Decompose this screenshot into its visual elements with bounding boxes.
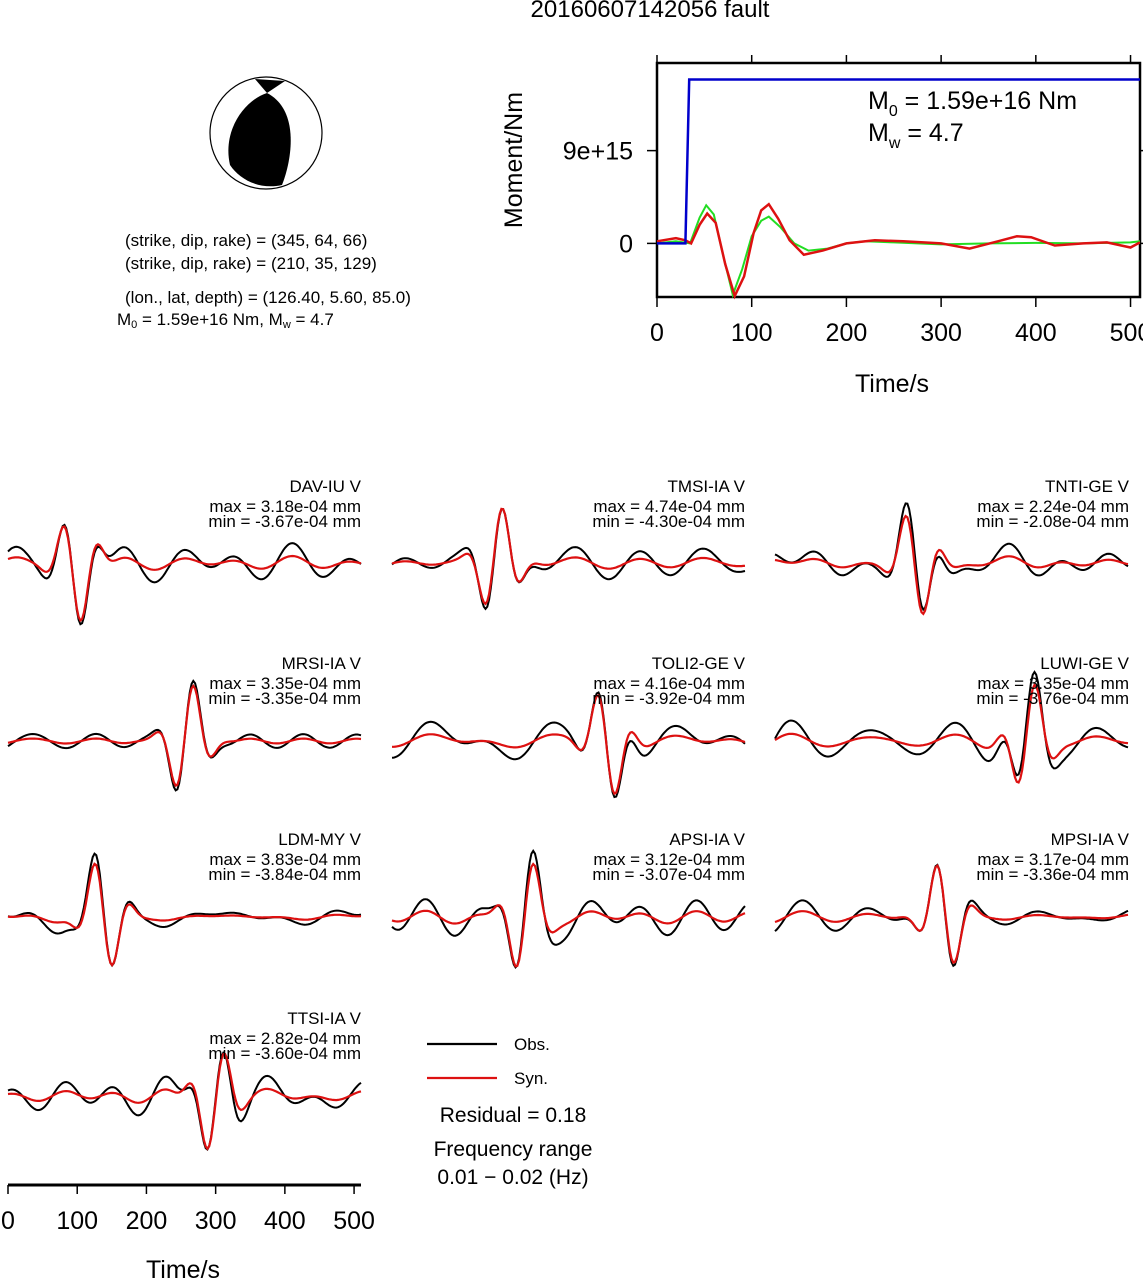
station-min: min = -2.08e-04 mm bbox=[976, 512, 1129, 531]
legend-obs-label: Obs. bbox=[514, 1035, 550, 1054]
moment-ytick-label: 0 bbox=[619, 230, 633, 258]
moment-mw-annotation: Mw = 4.7 bbox=[868, 119, 964, 152]
moment-xtick-label: 0 bbox=[650, 319, 664, 347]
cumulative-moment-line bbox=[657, 78, 1140, 245]
station-max: max = 3.35e-04 mm bbox=[977, 674, 1129, 693]
moment-panel: 01002003004005009e+150 Moment/Nm Time/s … bbox=[500, 55, 1143, 398]
station-max: max = 2.82e-04 mm bbox=[209, 1029, 361, 1048]
waveform-traces bbox=[7, 502, 1129, 1152]
waveform-time-axis: 0 100 200 300 400 500 bbox=[1, 1183, 375, 1235]
station-min: min = -3.36e-04 mm bbox=[976, 865, 1129, 884]
figure-title: 20160607142056 fault bbox=[530, 0, 770, 23]
observed-trace bbox=[7, 1051, 362, 1152]
waveform-xtick-label: 300 bbox=[195, 1207, 237, 1235]
station-name: TNTI-GE V bbox=[1044, 477, 1129, 496]
station-name: LDM-MY V bbox=[278, 830, 361, 849]
station-min: min = -3.76e-04 mm bbox=[976, 689, 1129, 708]
source-moment: M0 = 1.59e+16 Nm, Mw = 4.7 bbox=[117, 310, 334, 331]
beachball-icon bbox=[209, 76, 323, 190]
moment-xtick-label: 500 bbox=[1110, 319, 1143, 347]
moment-m0-annotation: M0 = 1.59e+16 Nm bbox=[868, 87, 1077, 120]
synthetic-trace bbox=[774, 683, 1129, 784]
station-name: MPSI-IA V bbox=[1050, 830, 1129, 849]
synthetic-trace bbox=[774, 514, 1129, 616]
moment-xtick-label: 200 bbox=[826, 319, 868, 347]
waveform-xtick-label: 500 bbox=[333, 1207, 375, 1235]
moment-xtick-label: 100 bbox=[731, 319, 773, 347]
observed-trace bbox=[391, 691, 746, 799]
station-max: max = 3.83e-04 mm bbox=[209, 850, 361, 869]
synthetic-trace bbox=[774, 863, 1129, 964]
station-max: max = 4.16e-04 mm bbox=[593, 674, 745, 693]
waveform-xtick-label: 200 bbox=[126, 1207, 168, 1235]
observed-trace bbox=[7, 523, 362, 626]
nodal-plane-1: (strike, dip, rake) = (345, 64, 66) bbox=[125, 231, 368, 250]
station-max: max = 2.24e-04 mm bbox=[977, 497, 1129, 516]
moment-xtick-label: 400 bbox=[1015, 319, 1057, 347]
moment-panel-frame bbox=[655, 61, 1142, 299]
nodal-plane-2: (strike, dip, rake) = (210, 35, 129) bbox=[125, 254, 377, 273]
station-min: min = -3.67e-04 mm bbox=[208, 512, 361, 531]
waveform-xtick-label: 100 bbox=[56, 1207, 98, 1235]
residual-text: Residual = 0.18 bbox=[440, 1104, 587, 1127]
waveform-xlabel: Time/s bbox=[146, 1256, 220, 1281]
station-name: TOLI2-GE V bbox=[651, 654, 745, 673]
station-max: max = 3.12e-04 mm bbox=[593, 850, 745, 869]
moment-rate-red-line bbox=[656, 202, 1141, 300]
legend: Obs. Syn. Residual = 0.18 Frequency rang… bbox=[427, 1035, 592, 1189]
moment-xlabel: Time/s bbox=[855, 370, 929, 398]
station-min: min = -4.30e-04 mm bbox=[592, 512, 745, 531]
observed-trace bbox=[391, 849, 746, 970]
synthetic-trace bbox=[391, 507, 746, 606]
legend-syn-label: Syn. bbox=[514, 1069, 548, 1088]
waveform-xtick-label: 0 bbox=[1, 1207, 15, 1235]
station-min: min = -3.35e-04 mm bbox=[208, 689, 361, 708]
moment-ytick-label: 9e+15 bbox=[563, 138, 633, 166]
waveform-xtick-label: 400 bbox=[264, 1207, 306, 1235]
station-min: min = -3.60e-04 mm bbox=[208, 1044, 361, 1063]
observed-trace bbox=[774, 670, 1129, 777]
station-max: max = 3.17e-04 mm bbox=[977, 850, 1129, 869]
station-max: max = 3.18e-04 mm bbox=[209, 497, 361, 516]
station-name: TTSI-IA V bbox=[287, 1009, 361, 1028]
synthetic-trace bbox=[7, 1052, 362, 1151]
station-name: MRSI-IA V bbox=[281, 654, 361, 673]
station-name: LUWI-GE V bbox=[1040, 654, 1129, 673]
source-location: (lon., lat, depth) = (126.40, 5.60, 85.0… bbox=[125, 288, 411, 307]
station-name: TMSI-IA V bbox=[667, 477, 745, 496]
frequency-range-title: Frequency range bbox=[434, 1138, 593, 1161]
synthetic-trace bbox=[7, 683, 362, 788]
station-min: min = -3.07e-04 mm bbox=[592, 865, 745, 884]
moment-xtick-label: 300 bbox=[920, 319, 962, 347]
station-name: APSI-IA V bbox=[669, 830, 745, 849]
frequency-range-value: 0.01 − 0.02 (Hz) bbox=[437, 1166, 588, 1189]
station-max: max = 3.35e-04 mm bbox=[209, 674, 361, 693]
station-min: min = -3.84e-04 mm bbox=[208, 865, 361, 884]
synthetic-trace bbox=[7, 862, 362, 967]
station-max: max = 4.74e-04 mm bbox=[593, 497, 745, 516]
station-min: min = -3.92e-04 mm bbox=[592, 689, 745, 708]
synthetic-trace bbox=[392, 694, 746, 796]
station-name: DAV-IU V bbox=[289, 477, 361, 496]
synthetic-trace bbox=[391, 862, 746, 968]
synthetic-trace bbox=[7, 525, 362, 623]
moment-ylabel: Moment/Nm bbox=[500, 92, 528, 228]
